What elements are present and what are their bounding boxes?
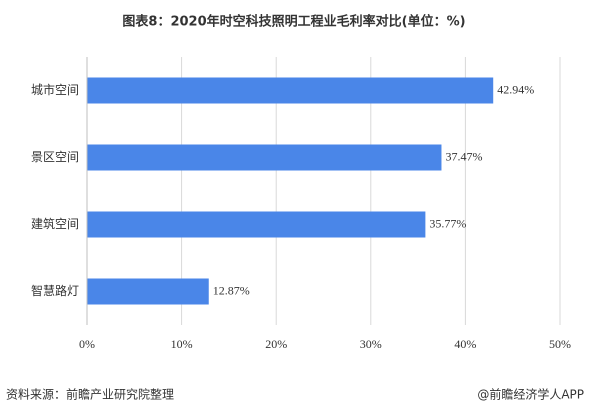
- x-tick-label: 30%: [360, 337, 382, 351]
- bar: [87, 144, 442, 171]
- bar: [87, 77, 494, 104]
- chart-title: 图表8：2020年时空科技照明工程业毛利率对比(单位：%): [122, 14, 465, 30]
- y-tick-label: 景区空间: [31, 150, 79, 164]
- y-tick-label: 城市空间: [31, 82, 79, 97]
- value-label: 35.77%: [429, 216, 466, 230]
- source: 资料来源：前瞻产业研究院整理: [6, 387, 174, 402]
- value-label: 37.47%: [445, 149, 482, 163]
- y-tick-label: 智慧路灯: [31, 283, 79, 298]
- value-label: 12.87%: [213, 283, 250, 297]
- y-tick-label: 建筑空间: [31, 216, 79, 231]
- x-tick-label: 40%: [454, 337, 476, 351]
- x-tick-label: 0%: [79, 337, 95, 351]
- bar: [87, 211, 426, 238]
- x-tick-label: 20%: [265, 337, 287, 351]
- x-tick-label: 10%: [171, 337, 193, 351]
- x-tick-label: 50%: [549, 337, 571, 351]
- brand: @前瞻经济学人APP: [477, 387, 584, 402]
- bar: [87, 278, 209, 305]
- value-label: 42.94%: [497, 82, 534, 96]
